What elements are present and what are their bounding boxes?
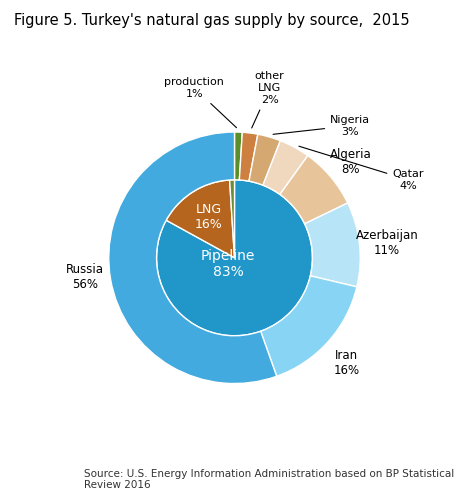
Text: Pipeline
83%: Pipeline 83% [201,249,256,279]
Wedge shape [261,276,357,376]
Text: LNG
16%: LNG 16% [195,203,223,231]
Wedge shape [109,132,277,383]
Text: Russia
56%: Russia 56% [66,263,104,291]
Wedge shape [239,132,258,181]
Wedge shape [230,180,234,258]
Wedge shape [249,134,280,185]
Text: production
1%: production 1% [164,77,236,128]
Text: Qatar
4%: Qatar 4% [299,146,424,191]
Text: Algeria
8%: Algeria 8% [330,147,371,176]
Text: Source: U.S. Energy Information Administration based on BP Statistical
Review 20: Source: U.S. Energy Information Administ… [84,469,454,490]
Wedge shape [280,155,348,224]
Wedge shape [157,180,312,336]
Text: Azerbaijan
11%: Azerbaijan 11% [356,229,419,258]
Text: Iran
16%: Iran 16% [333,349,359,377]
Wedge shape [166,180,234,258]
Text: other
LNG
2%: other LNG 2% [252,71,285,128]
Text: Nigeria
3%: Nigeria 3% [273,115,370,136]
Wedge shape [305,203,360,287]
Wedge shape [263,141,308,195]
Text: Figure 5. Turkey's natural gas supply by source,  2015: Figure 5. Turkey's natural gas supply by… [14,13,410,28]
Wedge shape [234,132,242,180]
